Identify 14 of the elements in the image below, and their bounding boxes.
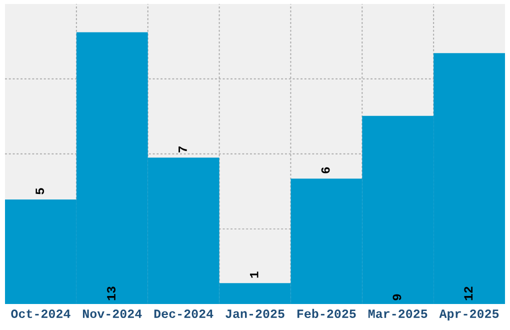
data-label: 13 [107,286,116,300]
data-label: 1 [250,272,258,278]
data-label: 12 [464,286,473,300]
x-tick-label: Dec-2024 [154,310,214,318]
data-label: 6 [321,167,330,174]
x-tick-label: Nov-2024 [82,310,142,318]
x-tick-label: Feb-2025 [297,308,356,318]
x-tick-label: Apr-2025 [439,310,499,321]
data-label: 5 [36,188,44,194]
x-tick-label: Oct-2024 [11,310,70,318]
x-tick-label: Jan-2025 [226,310,284,318]
data-label: 7 [178,146,187,152]
x-tick-label: Mar-2025 [368,310,428,318]
data-label: 9 [392,294,402,300]
